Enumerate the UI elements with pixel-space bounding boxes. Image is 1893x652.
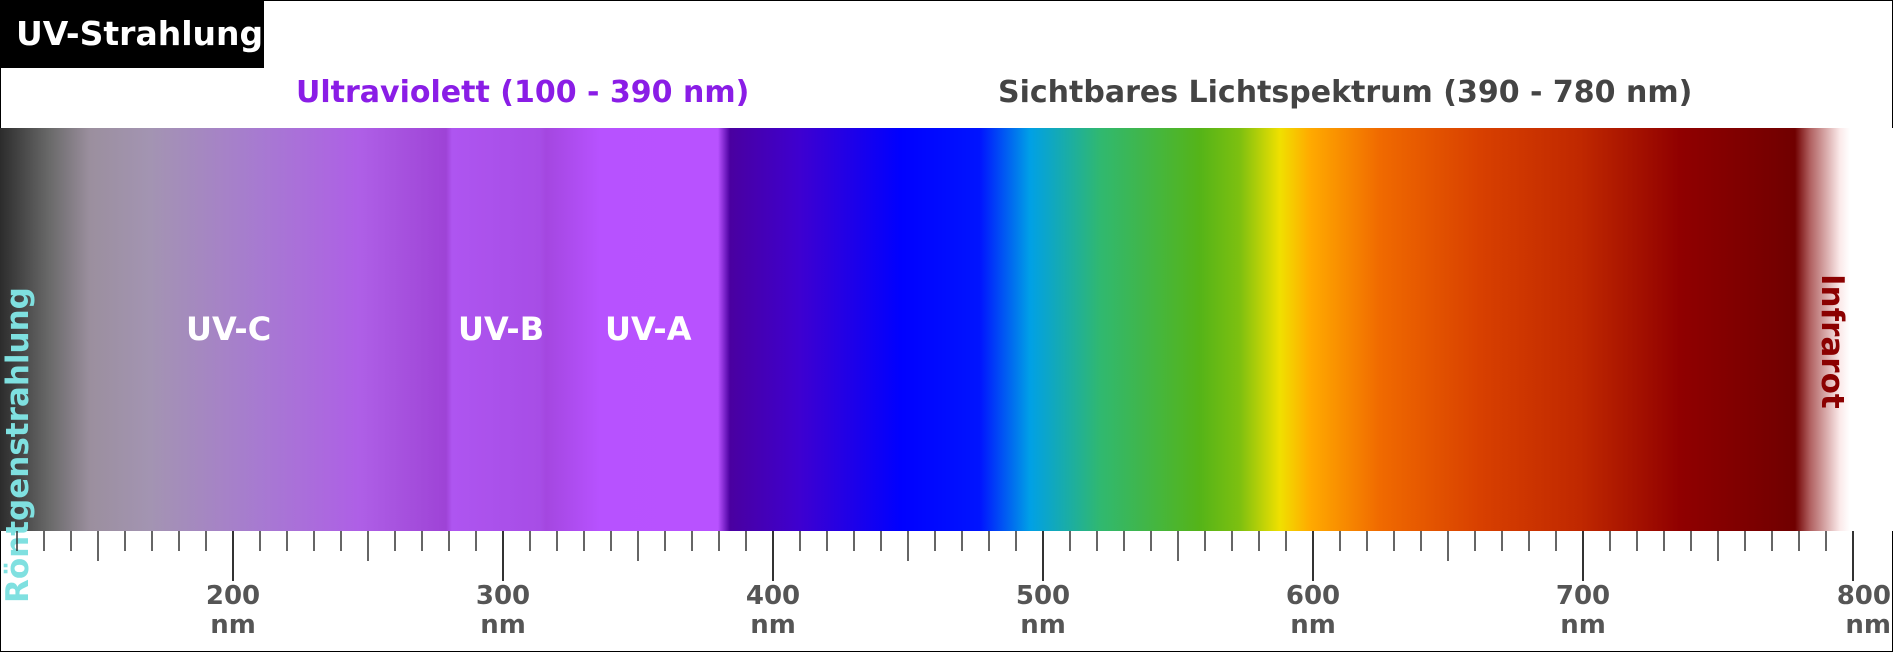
ultraviolet-range-header: Ultraviolett (100 - 390 nm) (296, 75, 750, 110)
scale-label-700: 700 nm (1555, 581, 1611, 640)
uva-label: UV-A (605, 310, 692, 348)
scale-label-400: 400 nm (745, 581, 801, 640)
scale-label-500: 500 nm (1015, 581, 1071, 640)
spectrum-band: Röntgenstrahlung UV-C UV-B UV-A Infrarot (0, 128, 1893, 603)
infrared-label: Infrarot (1814, 274, 1850, 409)
visible-spectrum-header: Sichtbares Lichtspektrum (390 - 780 nm) (998, 75, 1693, 110)
wavelength-scale (16, 531, 1854, 581)
scale-label-300: 300 nm (475, 581, 531, 640)
uvb-label: UV-B (458, 310, 545, 348)
scale-label-800: 800 nm (1836, 581, 1891, 640)
scale-label-200: 200 nm (205, 581, 261, 640)
scale-label-600: 600 nm (1285, 581, 1341, 640)
page-title: UV-Strahlung (0, 0, 264, 68)
uvc-label: UV-C (186, 310, 272, 348)
